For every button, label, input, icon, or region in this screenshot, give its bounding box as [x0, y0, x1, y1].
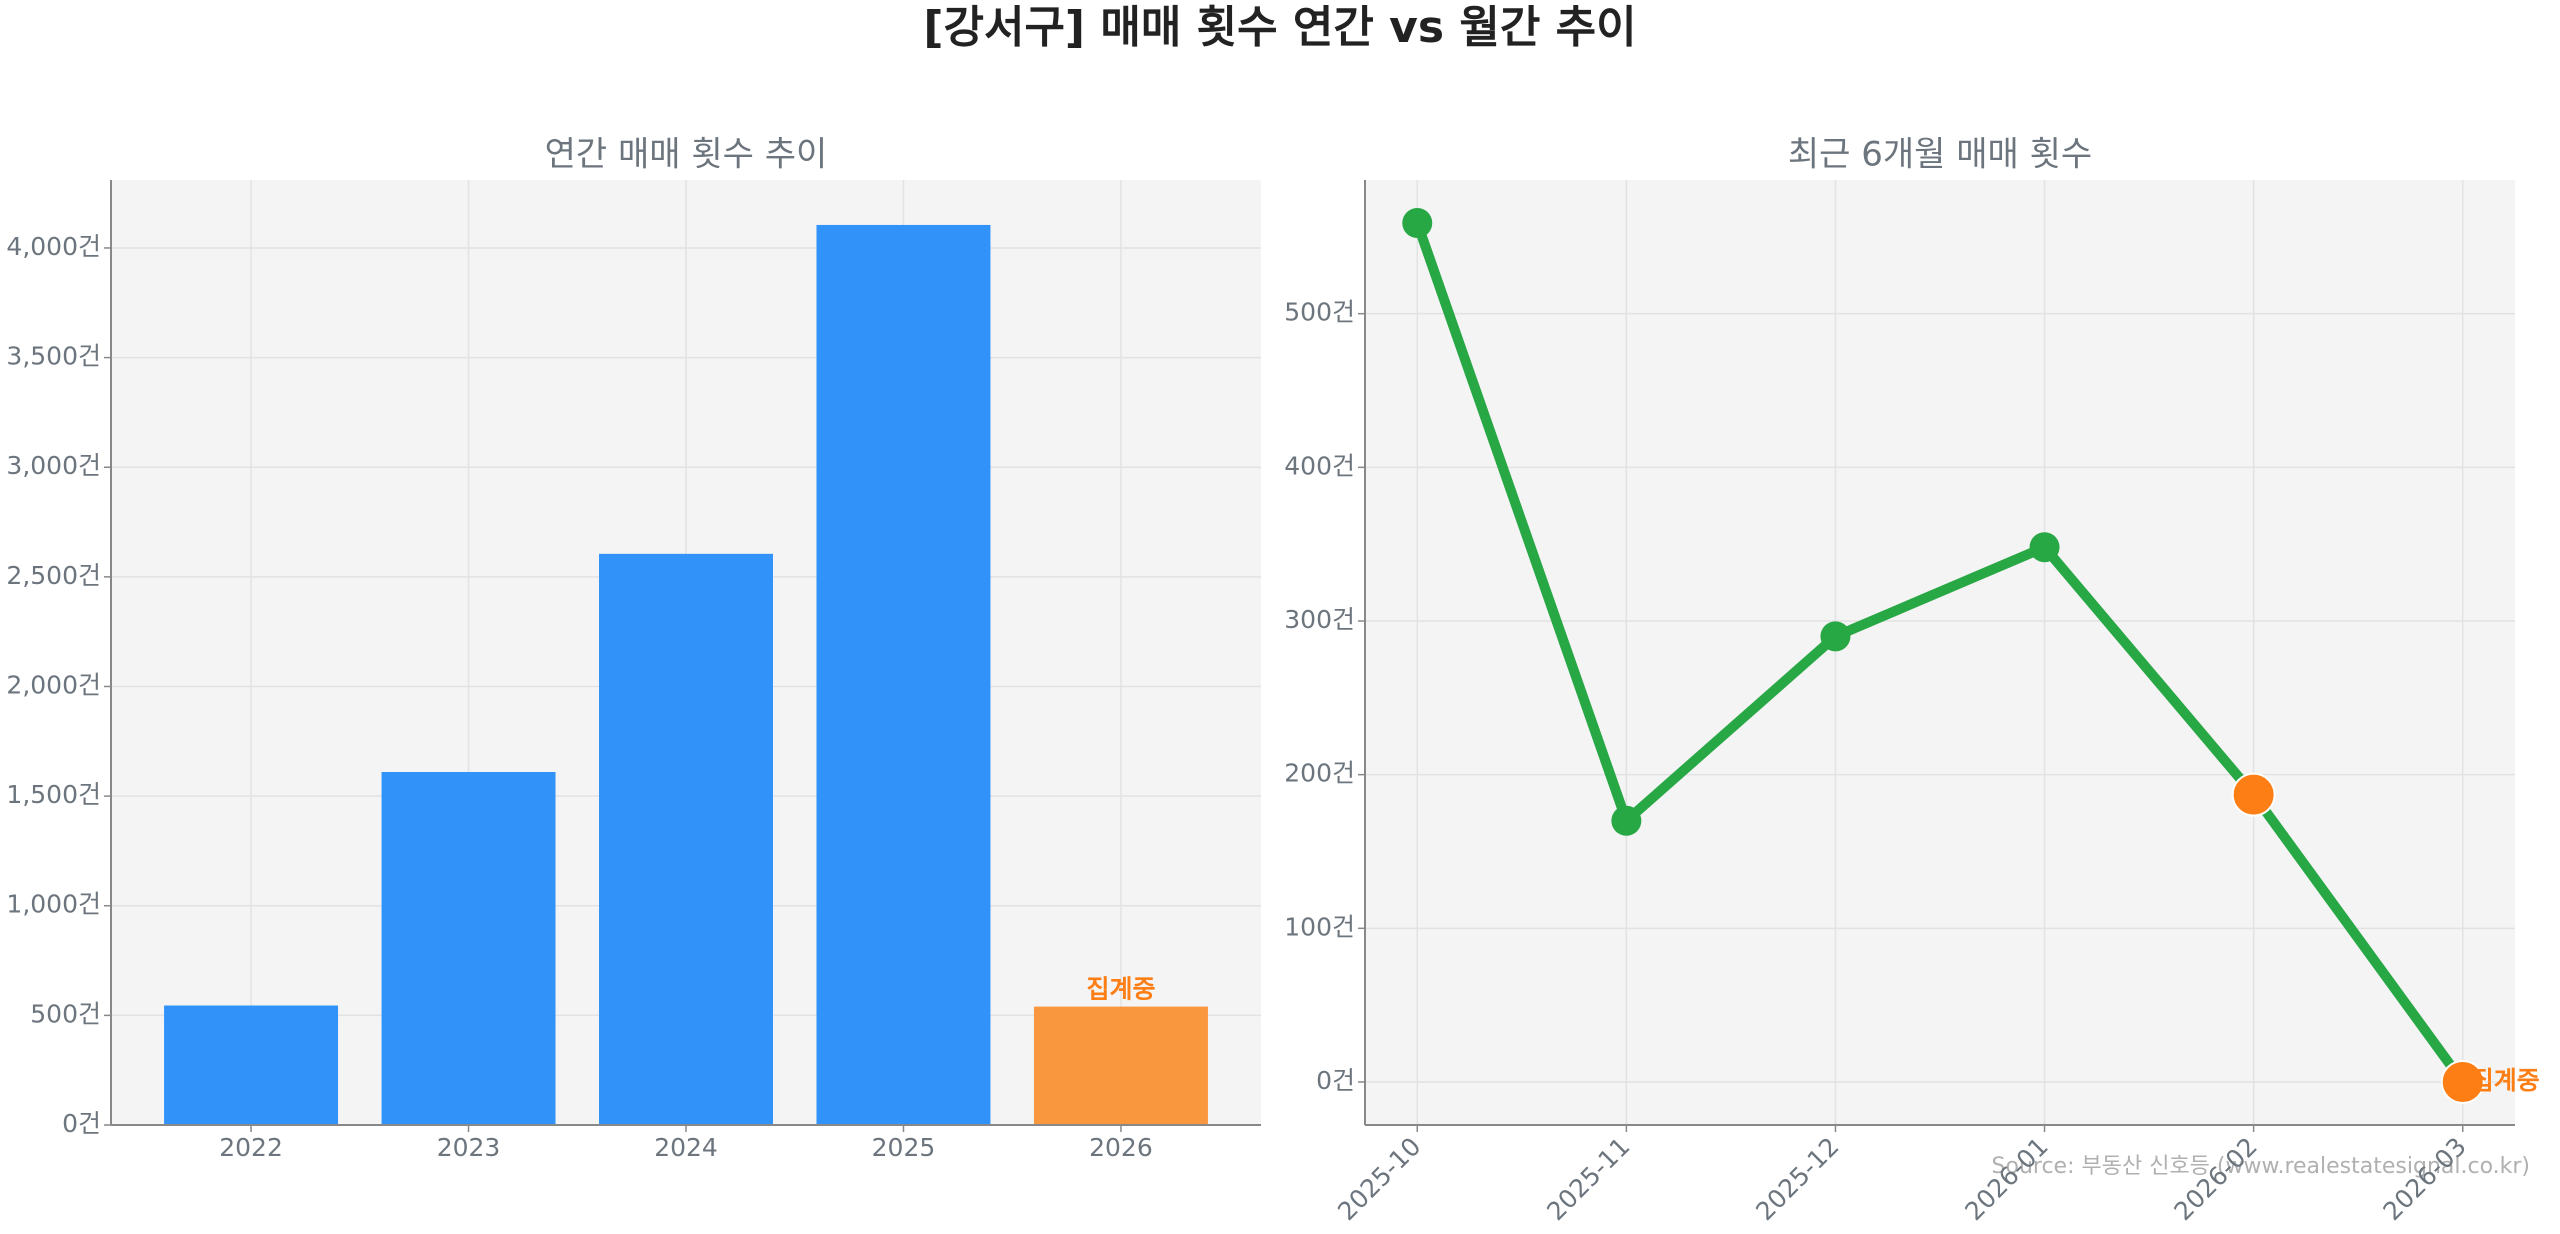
x-tick-label: 2025-11 [1541, 1132, 1635, 1226]
y-tick-label: 3,000건 [6, 451, 101, 480]
y-tick-label: 100건 [1284, 912, 1355, 941]
y-tick-label: 4,000건 [6, 232, 101, 261]
y-tick-label: 400건 [1284, 451, 1355, 480]
marker [1402, 208, 1433, 239]
y-tick-label: 300건 [1284, 605, 1355, 634]
subplot-title: 연간 매매 횟수 추이 [545, 135, 828, 175]
x-tick-label: 2023 [437, 1133, 501, 1162]
x-tick-label: 2022 [219, 1133, 283, 1162]
x-tick-label: 2024 [654, 1133, 718, 1162]
annotation: 집계중 [2471, 1066, 2540, 1095]
subplot-title: 최근 6개월 매매 횟수 [1788, 135, 2092, 175]
bar [599, 553, 773, 1125]
x-tick-label: 2025-12 [1750, 1132, 1844, 1226]
bar [164, 1005, 339, 1125]
bar [816, 224, 991, 1125]
y-tick-label: 2,500건 [6, 561, 101, 590]
y-tick-label: 1,000건 [6, 890, 101, 919]
y-tick-label: 200건 [1284, 759, 1355, 788]
source-note: Source: 부동산 신호등 (www.realestatesignal.co… [1992, 1154, 2530, 1179]
y-tick-label: 0건 [1316, 1066, 1355, 1095]
marker [2231, 772, 2276, 817]
marker [1820, 621, 1851, 652]
marker [1611, 805, 1642, 836]
y-tick-label: 0건 [62, 1109, 101, 1138]
annotation: 집계중 [1086, 975, 1155, 1004]
marker [2029, 532, 2060, 563]
y-tick-label: 1,500건 [6, 780, 101, 809]
page-title: [강서구] 매매 횟수 연간 vs 월간 추이 [923, 2, 1636, 53]
plot-area [1365, 180, 2515, 1125]
y-tick-label: 2,000건 [6, 670, 101, 699]
x-tick-label: 2025 [872, 1133, 936, 1162]
bar [1033, 1006, 1208, 1125]
bar [381, 771, 556, 1125]
line [1412, 221, 2467, 1085]
marker [2440, 1059, 2485, 1104]
y-tick-label: 3,500건 [6, 342, 101, 371]
x-tick-label: 2026 [1089, 1133, 1153, 1162]
y-tick-label: 500건 [30, 999, 101, 1028]
y-tick-label: 500건 [1284, 298, 1355, 327]
x-tick-label: 2025-10 [1332, 1132, 1426, 1226]
